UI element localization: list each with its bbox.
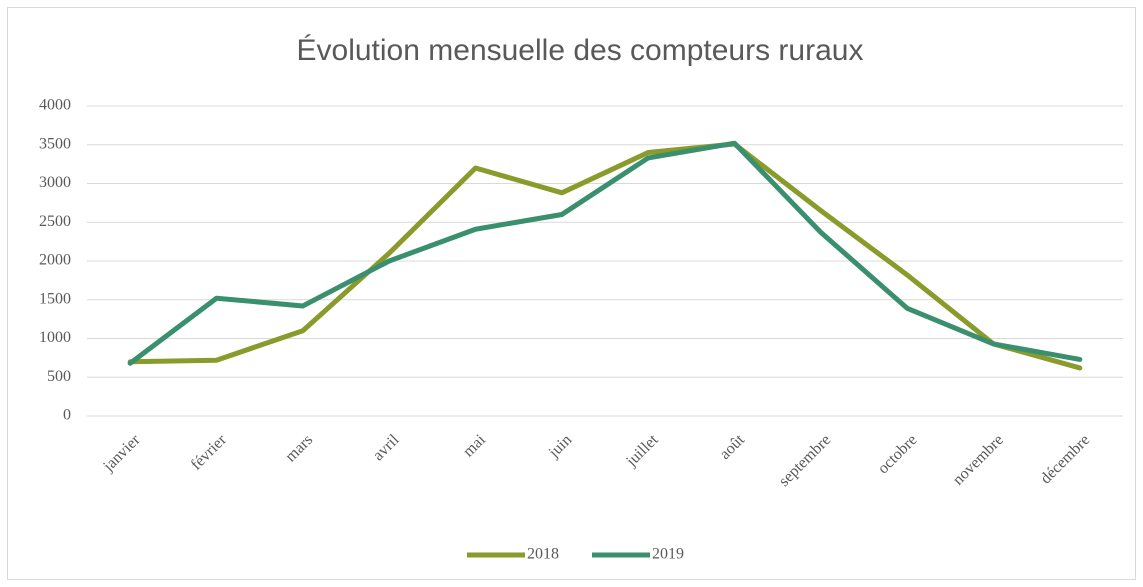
y-tick-label: 1000 (39, 329, 71, 346)
y-tick-label: 3500 (39, 135, 71, 152)
y-tick-label: 2000 (39, 252, 71, 269)
y-tick-label: 0 (63, 407, 71, 424)
y-tick-label: 4000 (39, 97, 71, 114)
y-tick-label: 500 (47, 368, 71, 385)
chart-border (7, 7, 1136, 580)
y-tick-label: 3000 (39, 174, 71, 191)
y-tick-label: 2500 (39, 213, 71, 230)
series-line (127, 140, 1083, 366)
legend-label: 2018 (527, 546, 559, 563)
legend-label: 2019 (652, 546, 684, 563)
series-line (127, 141, 1083, 371)
chart-title: Évolution mensuelle des compteurs ruraux (297, 34, 864, 67)
y-tick-label: 1500 (39, 290, 71, 307)
